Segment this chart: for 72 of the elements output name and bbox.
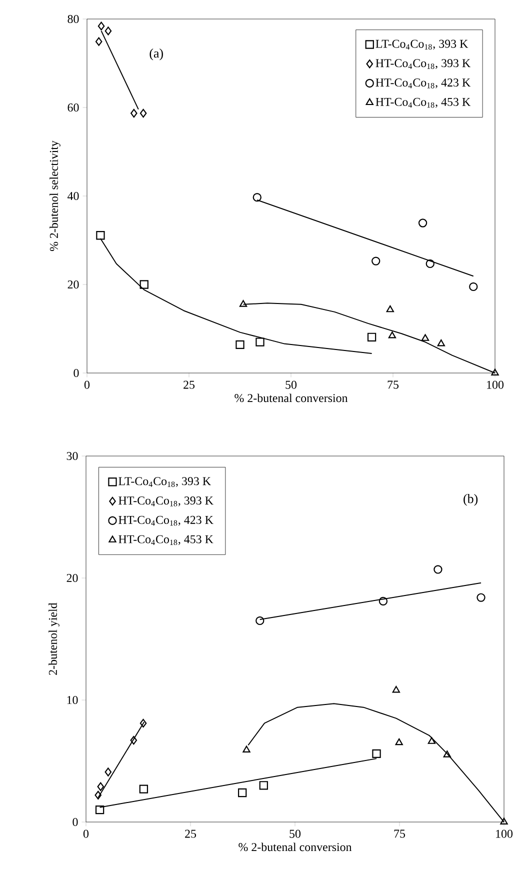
x-tick-label: 0 — [83, 830, 89, 838]
point — [259, 781, 268, 790]
point — [104, 26, 112, 36]
point — [104, 768, 112, 776]
y-tick-label: 0 — [74, 368, 79, 378]
x-tick-label: 100 — [496, 830, 513, 838]
legend-label: HT-Co$_{4}$Co$_{18}$, 423 K — [376, 78, 470, 88]
y-tick-label: 20 — [68, 280, 79, 289]
y-tick-label: 20 — [66, 574, 78, 582]
point — [476, 593, 486, 602]
point — [98, 22, 105, 30]
y-tick-label: 60 — [68, 103, 79, 112]
point — [97, 782, 104, 791]
point — [392, 686, 400, 693]
point — [372, 256, 380, 266]
x-tick-label: 100 — [487, 380, 504, 389]
point — [434, 565, 442, 574]
point — [469, 282, 478, 292]
x-tick-label: 0 — [84, 380, 90, 389]
x-axis-title: % 2-butenal conversion — [234, 394, 348, 402]
point — [140, 280, 148, 289]
point — [94, 790, 102, 800]
point — [130, 108, 138, 118]
point — [238, 788, 247, 798]
legend-label: LT-Co$_{4}$Co$_{18}$, 393 K — [376, 40, 468, 50]
x-tick-label: 25 — [184, 380, 195, 389]
legend-label: HT-Co$_{4}$Co$_{18}$, 453 K — [118, 535, 214, 546]
x-tick-label: 50 — [286, 380, 297, 389]
point — [395, 738, 403, 746]
point — [95, 37, 102, 46]
annotation: (b) — [464, 494, 478, 506]
legend-label: LT-Co$_{4}$Co$_{18}$, 393 K — [118, 477, 211, 487]
y-axis-title: 2-butenol yield — [48, 602, 60, 675]
point — [139, 784, 148, 794]
point — [437, 339, 445, 346]
point — [491, 368, 499, 376]
point — [428, 737, 436, 744]
point — [418, 218, 428, 228]
x-axis-title: % 2-butenal conversion — [238, 842, 352, 852]
legend-label: HT-Co$_{4}$Co$_{18}$, 453 K — [376, 98, 470, 108]
x-tick-label: 75 — [388, 380, 399, 389]
legend-label: HT-Co$_{4}$Co$_{18}$, 393 K — [118, 496, 214, 506]
point — [256, 616, 264, 626]
point — [426, 259, 434, 268]
point — [386, 305, 394, 312]
y-tick-label: 30 — [66, 452, 78, 460]
point — [252, 192, 262, 202]
y-tick-label: 0 — [72, 818, 78, 826]
legend-label: HT-Co$_{4}$Co$_{18}$, 393 K — [376, 59, 470, 69]
point — [421, 334, 430, 341]
point — [96, 231, 105, 240]
point — [239, 300, 248, 307]
point — [256, 338, 264, 346]
point — [378, 596, 388, 606]
annotation: (a) — [150, 48, 163, 60]
point — [388, 332, 396, 338]
y-axis-title: % 2-butenol selectivity — [50, 140, 60, 252]
point — [443, 750, 451, 758]
y-tick-label: 40 — [68, 192, 79, 200]
y-tick-label: 80 — [68, 14, 79, 24]
point — [236, 340, 244, 350]
point — [140, 108, 147, 118]
x-tick-label: 25 — [185, 830, 196, 838]
point — [130, 736, 138, 745]
legend-label: HT-Co$_{4}$Co$_{18}$, 423 K — [118, 516, 214, 526]
point — [372, 749, 381, 758]
x-tick-label: 75 — [394, 830, 406, 838]
point — [367, 332, 376, 342]
point — [95, 805, 104, 814]
y-tick-label: 10 — [67, 696, 78, 704]
x-tick-label: 50 — [290, 830, 301, 838]
point — [500, 818, 508, 824]
